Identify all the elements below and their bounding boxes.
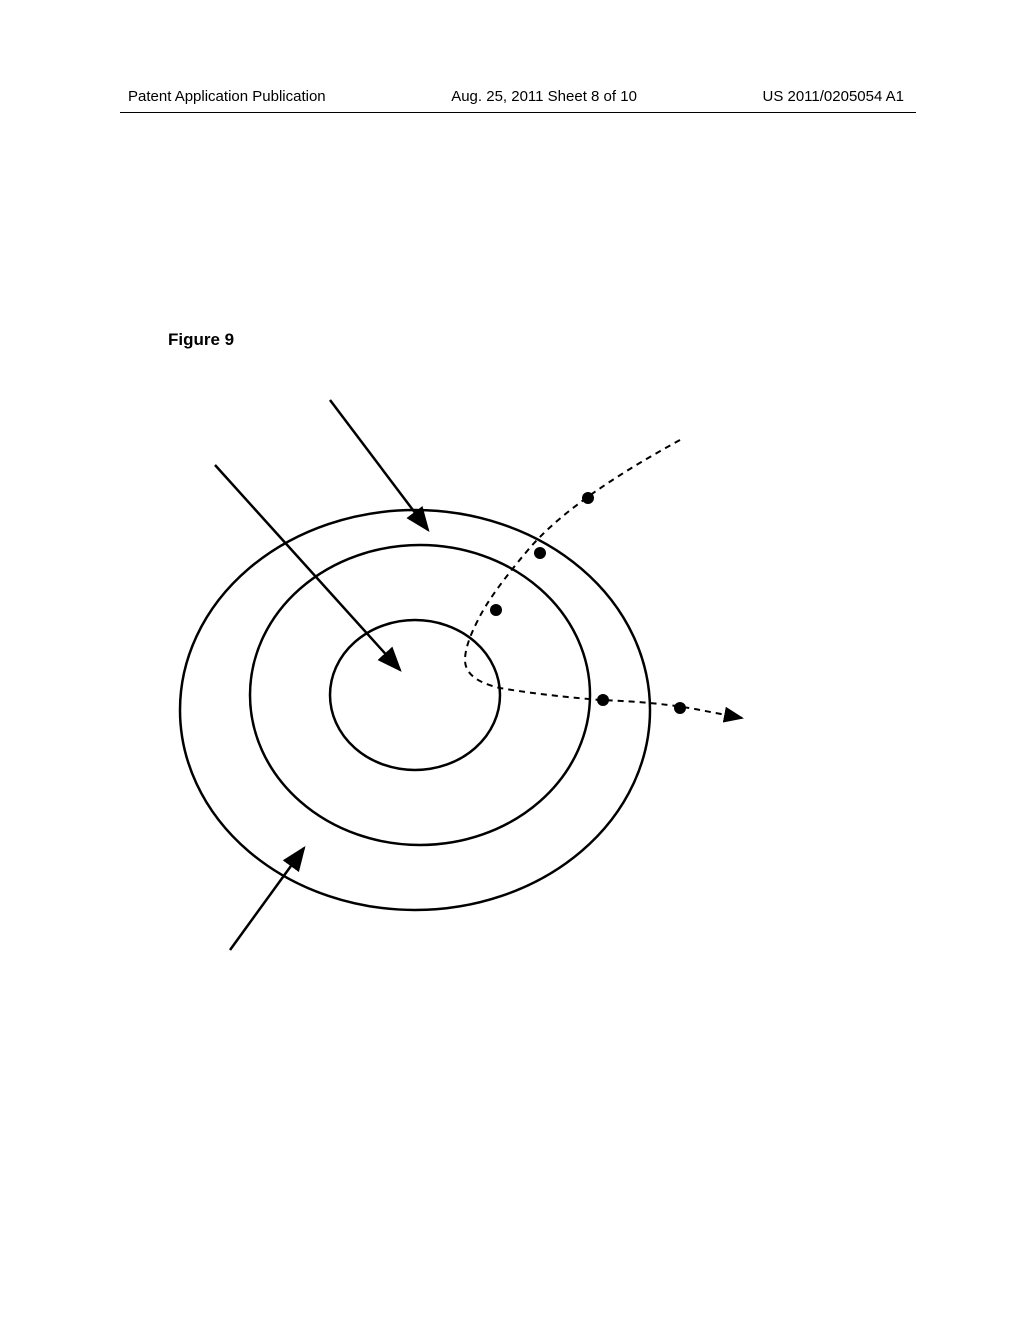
page-header: Patent Application Publication Aug. 25, …	[0, 88, 1024, 105]
ellipse-ring	[330, 620, 500, 770]
pointer-arrow	[215, 465, 400, 670]
header-pub-number: US 2011/0205054 A1	[762, 88, 904, 105]
trajectory-dot	[674, 702, 686, 714]
header-pub-label: Patent Application Publication	[128, 88, 326, 105]
trajectory-dot	[490, 604, 502, 616]
figure-diagram	[120, 370, 820, 970]
diagram-svg	[120, 370, 820, 970]
pointer-arrow	[230, 848, 304, 950]
figure-label: Figure 9	[168, 330, 234, 350]
trajectory-path	[465, 440, 742, 718]
trajectory-dot	[534, 547, 546, 559]
header-divider	[120, 112, 916, 113]
header-date-sheet: Aug. 25, 2011 Sheet 8 of 10	[451, 88, 637, 105]
trajectory-dot	[597, 694, 609, 706]
pointer-arrow	[330, 400, 428, 530]
ellipse-ring	[250, 545, 590, 845]
trajectory-dot	[582, 492, 594, 504]
